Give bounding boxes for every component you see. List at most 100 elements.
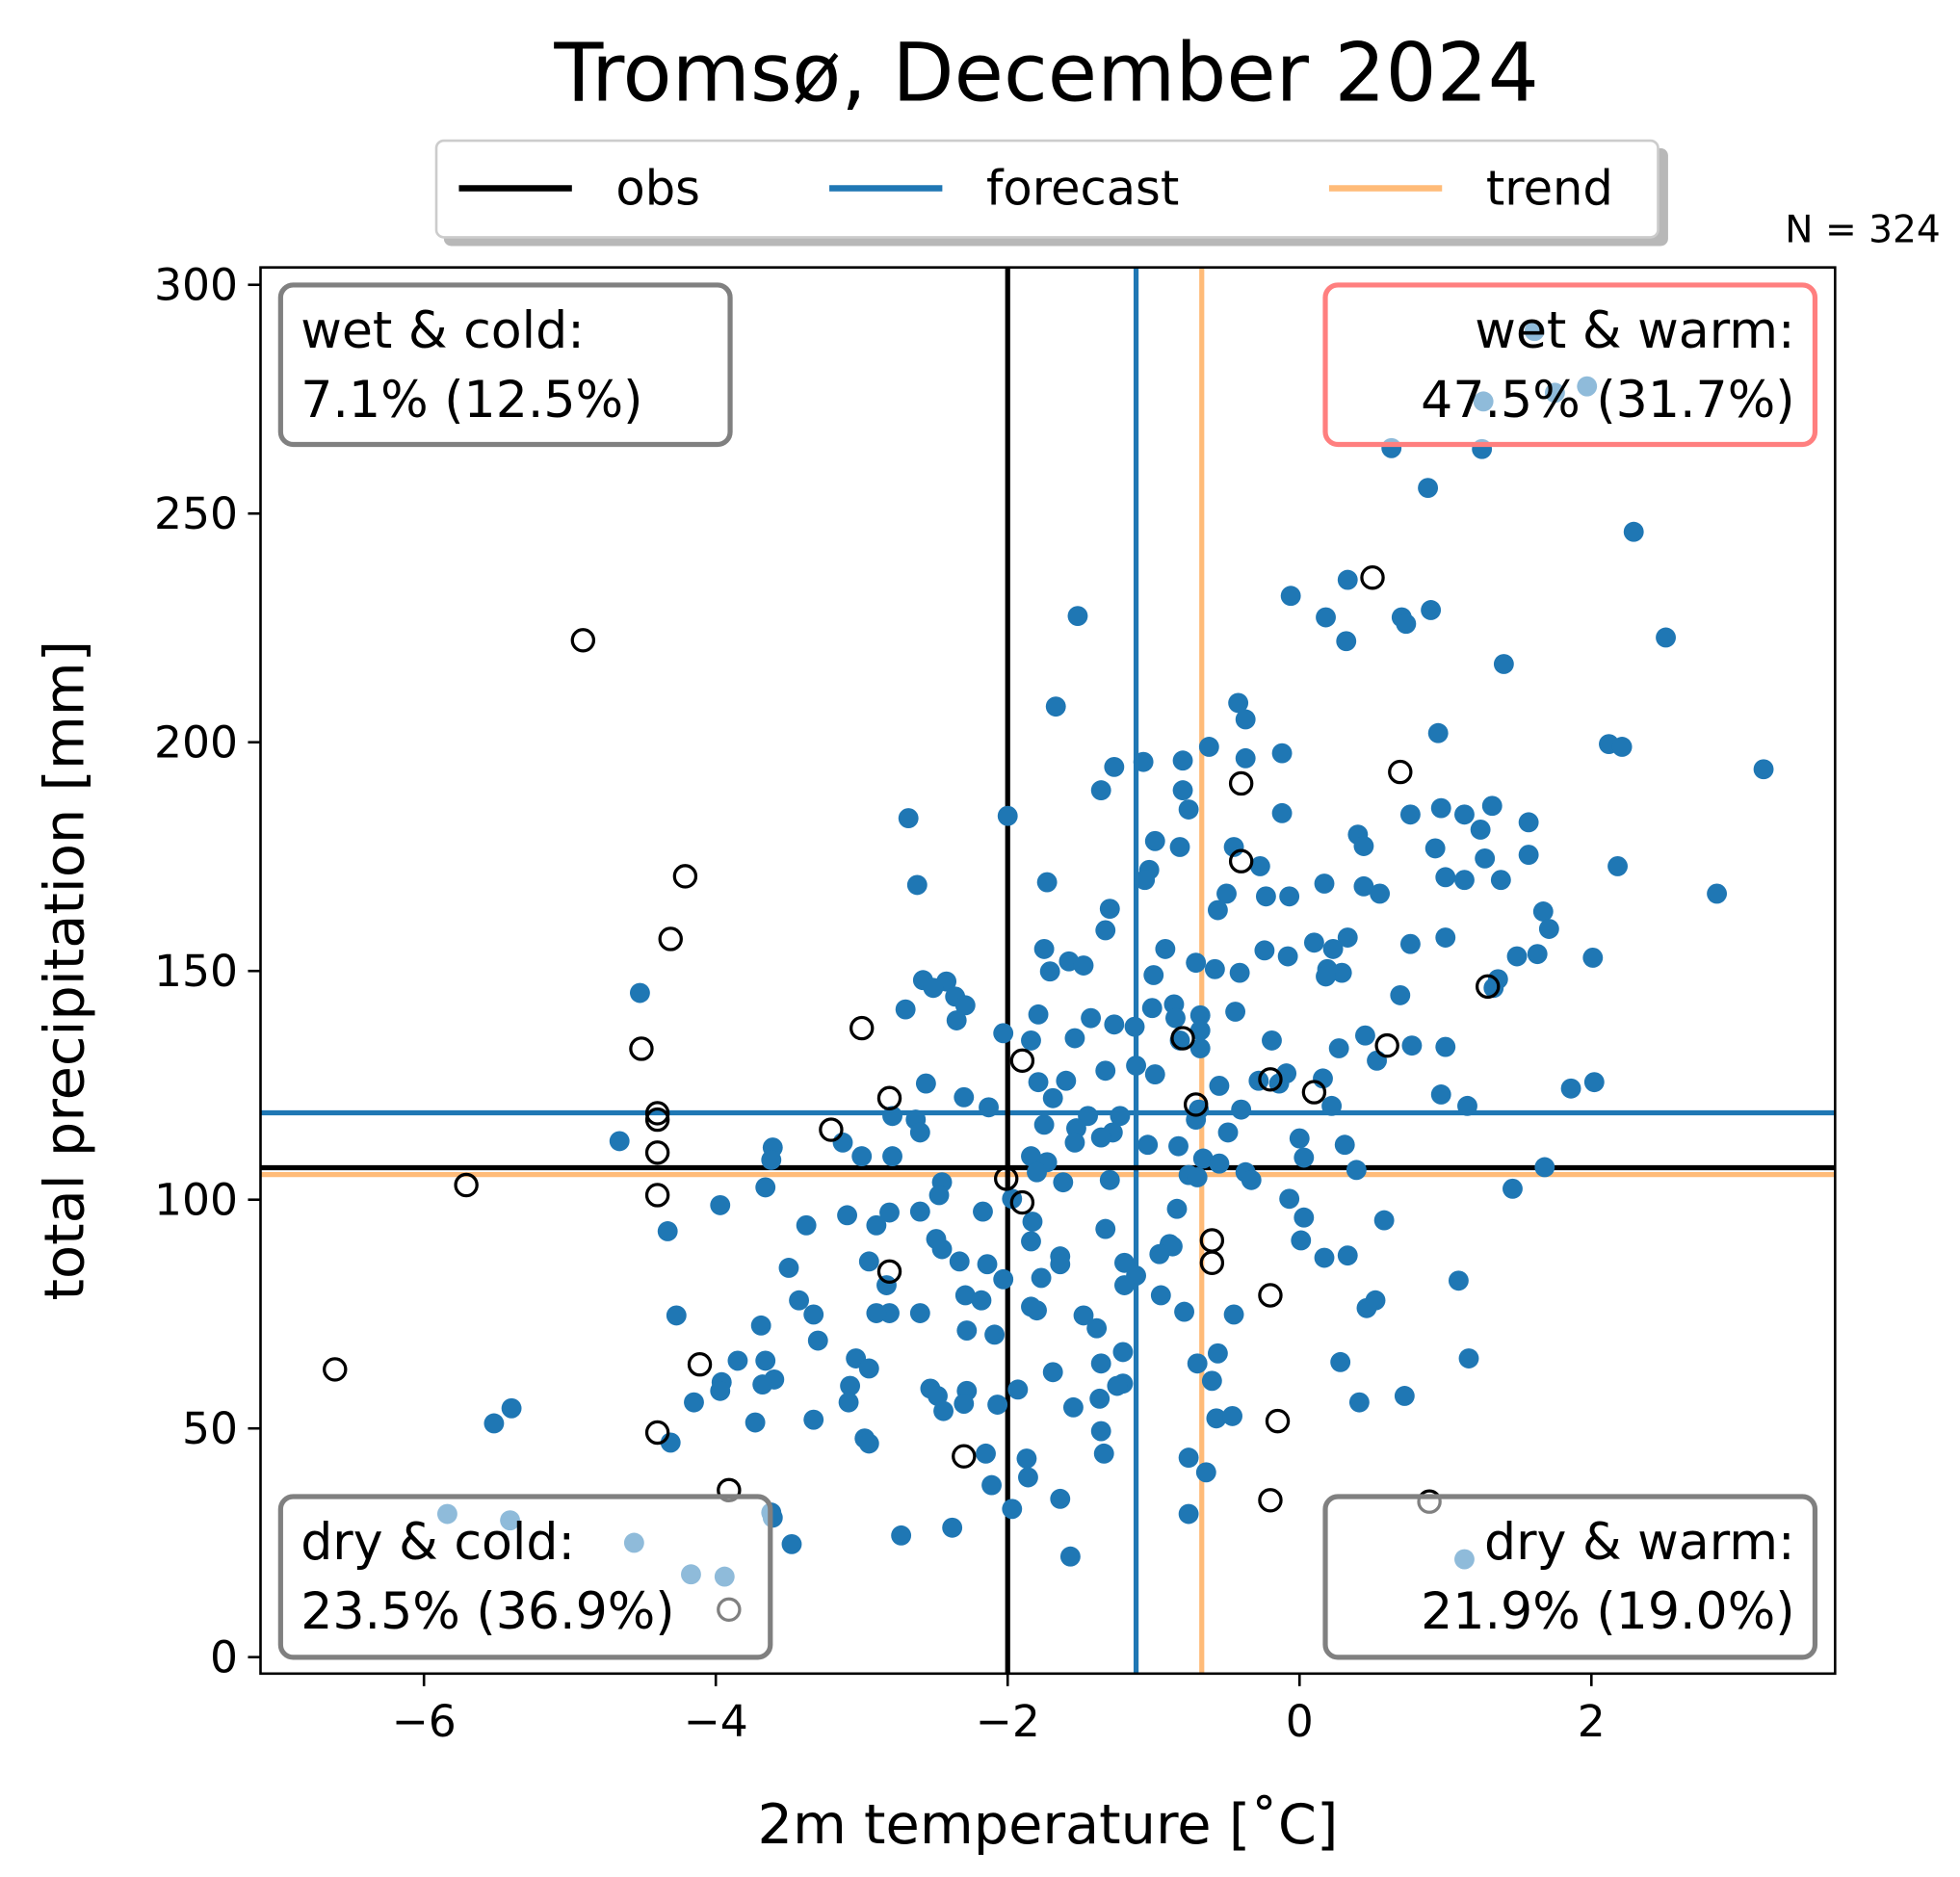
forecast-point [1143,965,1164,985]
forecast-point [928,1386,948,1406]
forecast-point [858,1358,879,1379]
quadrant-label-wet-cold: wet & cold: [301,302,585,360]
forecast-point [923,978,944,999]
forecast-point [1099,1169,1120,1190]
forecast-point [1560,1078,1581,1099]
forecast-point [1328,1038,1349,1058]
forecast-point [915,1073,936,1094]
forecast-point [981,1474,1002,1496]
forecast-point [1198,737,1219,757]
y-axis-label: total precipitation [mm] [33,640,97,1300]
forecast-point [1289,1128,1310,1149]
forecast-point [1394,1386,1415,1406]
forecast-point [1316,966,1336,987]
forecast-point [1110,1106,1131,1127]
forecast-point [1144,1064,1165,1084]
forecast-point [1209,1076,1230,1096]
forecast-point [1294,1147,1315,1168]
forecast-point [1334,1134,1355,1156]
forecast-point [1166,1198,1188,1219]
quadrant-label-dry-cold: dry & cold: [301,1514,575,1572]
forecast-point [1042,1362,1063,1383]
forecast-point [1099,899,1120,920]
forecast-point [882,1146,902,1167]
forecast-point [609,1131,630,1152]
forecast-point [954,995,976,1016]
forecast-point [971,1290,992,1311]
x-axis-label: 2m temperature [˚C] [757,1792,1338,1857]
obs-point [1258,1283,1283,1308]
forecast-point [942,1517,963,1538]
obs-point [1183,1092,1209,1117]
forecast-point [1277,946,1298,967]
obs-point [1374,1032,1399,1058]
forecast-point [993,1268,1014,1290]
forecast-point [1503,1178,1523,1199]
forecast-point [895,999,916,1020]
forecast-point [1356,1297,1377,1318]
obs-point [1258,1067,1283,1092]
forecast-point [1028,1004,1049,1025]
forecast-point [858,1433,879,1454]
forecast-point [1337,569,1358,590]
forecast-point [1062,1396,1084,1418]
forecast-point [1490,870,1511,891]
forecast-point [1707,883,1728,904]
forecast-point [1582,948,1604,968]
forecast-point [1303,932,1324,953]
forecast-point [1149,1243,1170,1264]
forecast-point [898,808,919,829]
forecast-point [1050,1488,1071,1509]
forecast-point [1186,952,1207,974]
forecast-point [993,1023,1014,1044]
forecast-point [1141,998,1163,1019]
forecast-point [1291,1230,1312,1251]
quadrant-value-dry-cold: 23.5% (36.9%) [301,1583,674,1641]
forecast-point [803,1409,824,1430]
obs-point [1258,1488,1283,1513]
forecast-point [1424,838,1446,859]
forecast-point [1534,1157,1555,1178]
forecast-point [1169,837,1190,857]
forecast-point [1255,886,1276,907]
forecast-point [997,805,1018,826]
forecast-point [1271,802,1293,823]
forecast-point [1493,654,1514,674]
forecast-point [1033,1114,1055,1135]
forecast-point [1279,1188,1300,1210]
forecast-point [1241,1169,1262,1190]
forecast-point [1353,836,1374,856]
forecast-point [1104,1014,1125,1035]
obs-point [849,1015,875,1041]
forecast-point [1216,883,1237,904]
y-tick-label: 250 [154,488,238,539]
forecast-point [1427,722,1449,743]
forecast-point [1189,1004,1211,1026]
forecast-point [1353,875,1374,897]
forecast-point [755,1177,776,1198]
forecast-point [803,1304,824,1325]
forecast-point [906,874,928,896]
quadrant-box-wet-cold [277,282,733,448]
legend-forecast-label: forecast [986,160,1179,216]
forecast-point [710,1194,731,1215]
forecast-point [1753,759,1774,780]
forecast-point [1201,1370,1222,1392]
obs-point [629,1036,654,1061]
forecast-point [1031,1267,1052,1289]
x-tick-label: −2 [976,1696,1040,1747]
x-tick-label: −4 [684,1696,748,1747]
forecast-point [882,1106,902,1127]
forecast-point [1418,478,1439,499]
forecast-point [1045,696,1066,717]
forecast-point [866,1303,887,1323]
forecast-point [1095,920,1116,941]
forecast-point [1207,899,1228,921]
forecast-point [761,1149,782,1170]
forecast-point [1093,1443,1114,1464]
forecast-point [1155,938,1176,959]
forecast-point [1135,870,1156,891]
forecast-point [954,1086,975,1108]
forecast-point [956,1320,978,1341]
obs-point [1199,1250,1225,1275]
